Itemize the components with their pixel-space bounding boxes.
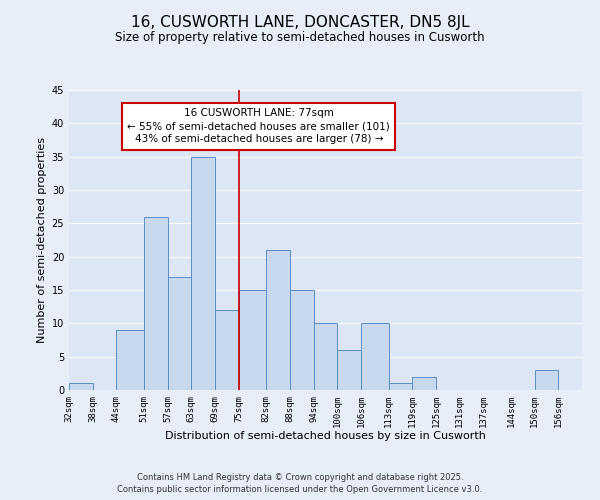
Text: 16, CUSWORTH LANE, DONCASTER, DN5 8JL: 16, CUSWORTH LANE, DONCASTER, DN5 8JL bbox=[131, 15, 469, 30]
Bar bbox=[116, 330, 144, 390]
Y-axis label: Number of semi-detached properties: Number of semi-detached properties bbox=[37, 137, 47, 343]
Bar bbox=[337, 350, 361, 390]
Bar bbox=[191, 156, 215, 390]
Text: 16 CUSWORTH LANE: 77sqm
← 55% of semi-detached houses are smaller (101)
43% of s: 16 CUSWORTH LANE: 77sqm ← 55% of semi-de… bbox=[127, 108, 390, 144]
Bar bbox=[144, 216, 167, 390]
Bar bbox=[69, 384, 92, 390]
Bar bbox=[215, 310, 239, 390]
Text: Contains HM Land Registry data © Crown copyright and database right 2025.
Contai: Contains HM Land Registry data © Crown c… bbox=[118, 472, 482, 494]
Bar bbox=[167, 276, 191, 390]
Text: Size of property relative to semi-detached houses in Cusworth: Size of property relative to semi-detach… bbox=[115, 31, 485, 44]
Bar bbox=[412, 376, 436, 390]
Bar bbox=[314, 324, 337, 390]
Bar bbox=[389, 384, 412, 390]
Bar bbox=[266, 250, 290, 390]
Bar bbox=[361, 324, 389, 390]
Bar bbox=[290, 290, 314, 390]
X-axis label: Distribution of semi-detached houses by size in Cusworth: Distribution of semi-detached houses by … bbox=[165, 432, 486, 442]
Bar bbox=[239, 290, 266, 390]
Bar bbox=[535, 370, 559, 390]
